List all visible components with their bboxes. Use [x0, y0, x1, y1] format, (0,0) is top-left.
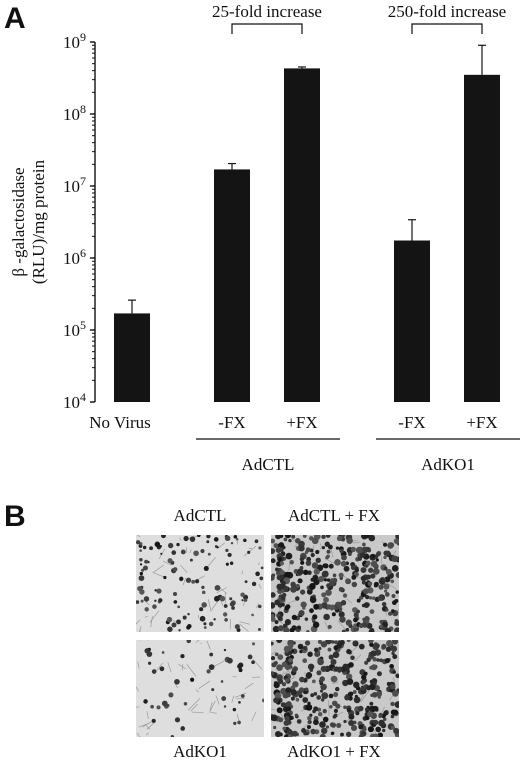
fold-annotations: 25-fold increase 250-fold increase	[212, 2, 506, 34]
x-tick-labels: No Virus -FX +FX -FX +FX	[89, 413, 497, 432]
micrograph-texture	[271, 535, 399, 632]
y-axis-title-line: (RLU)/mg protein	[29, 159, 48, 284]
y-axis-title-line: β -galactosidase	[9, 167, 28, 276]
fold-annotation-text: 250-fold increase	[388, 2, 506, 21]
micrograph-texture	[271, 640, 399, 737]
caption-adko1: AdKO1	[135, 742, 265, 762]
group-label: AdKO1	[421, 455, 475, 474]
micrograph-texture	[136, 640, 264, 737]
y-tick-label: 109	[63, 30, 86, 52]
micrograph-adctl-fx	[271, 535, 399, 632]
micrograph-adko1-fx	[271, 640, 399, 737]
bar	[284, 68, 320, 402]
fold-bracket	[412, 24, 482, 34]
micrograph-adctl	[136, 535, 264, 632]
bar	[394, 241, 430, 402]
y-axis: 104 105 106 107 108 109	[63, 30, 95, 412]
bar-chart: β -galactosidase(RLU)/mg protein 1041051…	[0, 0, 520, 490]
x-tick-label: No Virus	[89, 413, 150, 432]
fold-bracket	[232, 24, 302, 34]
group-labels: AdCTL AdKO1	[196, 439, 520, 474]
fold-annotation-text: 25-fold increase	[212, 2, 322, 21]
y-tick-label: 104	[63, 390, 86, 412]
x-tick-label: -FX	[398, 413, 425, 432]
y-tick-label: 105	[63, 318, 86, 340]
x-tick-label: +FX	[466, 413, 497, 432]
x-tick-label: -FX	[218, 413, 245, 432]
bars	[114, 68, 500, 402]
y-tick-label: 107	[63, 174, 86, 196]
y-axis-label: β -galactosidase(RLU)/mg protein	[9, 159, 48, 284]
micrograph-adko1	[136, 640, 264, 737]
x-tick-label: +FX	[286, 413, 317, 432]
caption-adctl: AdCTL	[135, 506, 265, 526]
y-tick-label: 106	[63, 246, 86, 268]
caption-adko1-fx: AdKO1 + FX	[269, 742, 399, 762]
bar	[214, 169, 250, 402]
bar	[114, 313, 150, 402]
panel-b-label: B	[4, 502, 26, 532]
group-label: AdCTL	[242, 455, 295, 474]
caption-adctl-fx: AdCTL + FX	[269, 506, 399, 526]
micrograph-texture	[136, 535, 264, 632]
bar	[464, 75, 500, 402]
y-tick-label: 108	[63, 102, 86, 124]
